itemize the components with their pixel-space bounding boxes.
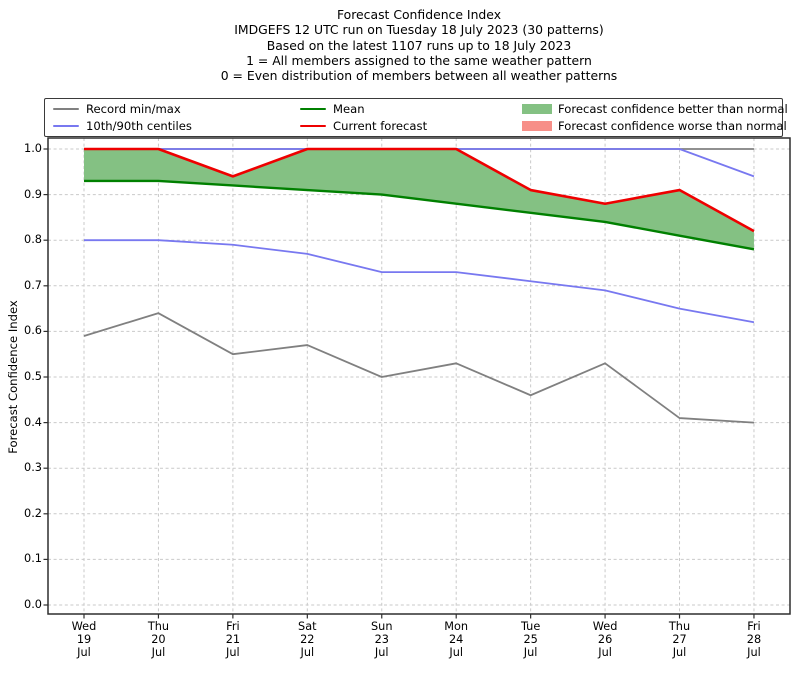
legend: Record min/max 10th/90th centiles Mean C… bbox=[44, 98, 788, 137]
legend-item-current-forecast: Current forecast bbox=[300, 119, 522, 134]
x-tick-label: Fri 28 Jul bbox=[746, 620, 762, 660]
legend-label-confidence-worse: Forecast confidence worse than normal bbox=[558, 119, 787, 133]
legend-column-lines-2: Mean Current forecast bbox=[300, 102, 522, 134]
legend-item-confidence-better: Forecast confidence better than normal bbox=[522, 102, 788, 117]
series-mean-line bbox=[84, 179, 755, 251]
chart-title-block: Forecast Confidence Index IMDGEFS 12 UTC… bbox=[48, 7, 790, 83]
series-record-min-line bbox=[83, 312, 755, 424]
y-tick-label: 0.9 bbox=[24, 187, 42, 201]
confidence-worse-patch-swatch bbox=[522, 121, 552, 131]
centiles-line-swatch bbox=[53, 124, 79, 128]
y-tick-label: 0.0 bbox=[24, 598, 42, 611]
series-current-forecast-line bbox=[84, 147, 755, 233]
y-tick-label: 0.1 bbox=[24, 552, 42, 566]
legend-label-confidence-better: Forecast confidence better than normal bbox=[558, 102, 788, 116]
chart-subtitle-basis: Based on the latest 1107 runs up to 18 J… bbox=[266, 37, 572, 53]
y-tick-label: 1.0 bbox=[24, 142, 42, 155]
legend-item-mean: Mean bbox=[300, 102, 522, 117]
x-tick-label: Tue 25 Jul bbox=[520, 620, 541, 660]
legend-item-confidence-worse: Forecast confidence worse than normal bbox=[522, 119, 788, 134]
current-forecast-line-swatch bbox=[300, 124, 326, 128]
chart-note-one: 1 = All members assigned to the same wea… bbox=[246, 52, 592, 68]
x-tick-label: Thu 27 Jul bbox=[668, 620, 691, 660]
confidence-better-patch-swatch bbox=[522, 104, 552, 114]
y-tick-label: 0.8 bbox=[24, 233, 42, 247]
chart-title: Forecast Confidence Index bbox=[336, 7, 502, 22]
record-minmax-line-swatch bbox=[53, 107, 79, 111]
mean-line-swatch bbox=[300, 107, 326, 111]
legend-item-record-minmax: Record min/max bbox=[53, 102, 300, 117]
y-tick-label: 0.6 bbox=[24, 324, 42, 338]
plot-area bbox=[43, 137, 791, 619]
x-tick-label: Sun 23 Jul bbox=[371, 620, 393, 660]
legend-label-centiles: 10th/90th centiles bbox=[86, 119, 192, 133]
legend-item-centiles: 10th/90th centiles bbox=[53, 119, 300, 134]
y-tick-label: 0.4 bbox=[24, 415, 42, 429]
y-tick-label: 0.3 bbox=[24, 461, 42, 475]
x-tick-label: Wed 26 Jul bbox=[592, 620, 618, 660]
x-tick-label: Sat 22 Jul bbox=[298, 620, 317, 660]
series-10th-centile-line bbox=[84, 239, 755, 324]
y-tick-label: 0.7 bbox=[24, 278, 42, 292]
legend-label-record-minmax: Record min/max bbox=[86, 102, 181, 116]
tick-marks bbox=[43, 148, 755, 619]
axes-border bbox=[47, 137, 791, 615]
x-tick-label: Fri 21 Jul bbox=[225, 620, 241, 660]
legend-column-lines-1: Record min/max 10th/90th centiles bbox=[53, 102, 300, 134]
x-tick-label: Thu 20 Jul bbox=[147, 620, 170, 660]
y-tick-label: 0.5 bbox=[24, 370, 42, 383]
chart-subtitle-run: IMDGEFS 12 UTC run on Tuesday 18 July 20… bbox=[234, 22, 604, 38]
x-tick-label: Wed 19 Jul bbox=[71, 620, 97, 660]
legend-label-current-forecast: Current forecast bbox=[333, 119, 428, 133]
legend-label-mean: Mean bbox=[333, 102, 365, 116]
x-tick-label: Mon 24 Jul bbox=[444, 620, 469, 660]
legend-column-patches: Forecast confidence better than normal F… bbox=[522, 102, 788, 134]
y-tick-label: 0.2 bbox=[24, 506, 42, 520]
confidence-better-fill bbox=[84, 149, 754, 250]
chart-note-zero: 0 = Even distribution of members between… bbox=[220, 68, 618, 84]
